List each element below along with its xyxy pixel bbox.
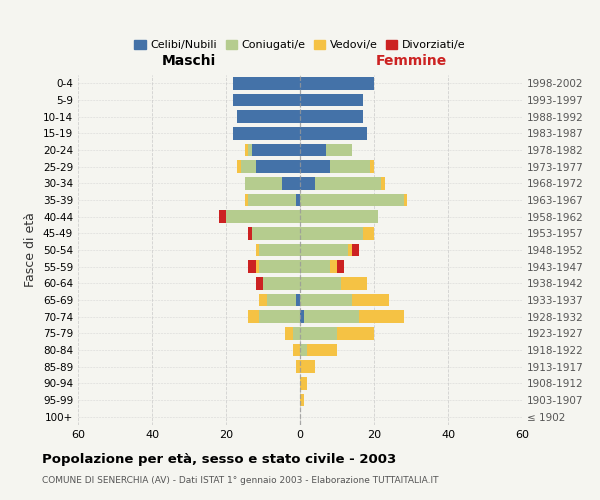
Bar [337, 327, 374, 340]
Bar [233, 94, 300, 106]
Bar [300, 160, 329, 173]
Bar [337, 260, 344, 273]
Bar [300, 327, 337, 340]
Bar [248, 260, 256, 273]
Bar [329, 160, 370, 173]
Bar [300, 360, 315, 373]
Bar [241, 160, 256, 173]
Bar [245, 177, 281, 190]
Bar [329, 260, 337, 273]
Bar [259, 260, 300, 273]
Bar [300, 127, 367, 140]
Bar [352, 294, 389, 306]
Bar [263, 277, 300, 289]
Bar [226, 210, 300, 223]
Bar [300, 344, 307, 356]
Bar [300, 294, 352, 306]
Bar [252, 227, 300, 239]
Bar [300, 194, 404, 206]
Bar [300, 244, 348, 256]
Bar [300, 394, 304, 406]
Bar [252, 144, 300, 156]
Bar [237, 110, 300, 123]
Bar [296, 194, 300, 206]
Bar [256, 260, 259, 273]
Bar [296, 294, 300, 306]
Legend: Celibi/Nubili, Coniugati/e, Vedovi/e, Divorziati/e: Celibi/Nubili, Coniugati/e, Vedovi/e, Di… [130, 35, 470, 54]
Bar [259, 294, 266, 306]
Bar [300, 144, 326, 156]
Text: Popolazione per età, sesso e stato civile - 2003: Popolazione per età, sesso e stato civil… [42, 452, 396, 466]
Bar [300, 310, 304, 323]
Bar [370, 160, 374, 173]
Bar [256, 160, 300, 173]
Bar [248, 194, 296, 206]
Bar [352, 244, 359, 256]
Bar [218, 210, 226, 223]
Bar [300, 227, 363, 239]
Bar [359, 310, 404, 323]
Y-axis label: Fasce di età: Fasce di età [25, 212, 37, 288]
Bar [266, 294, 296, 306]
Bar [348, 244, 352, 256]
Bar [259, 244, 300, 256]
Bar [307, 344, 337, 356]
Bar [245, 144, 248, 156]
Bar [285, 327, 293, 340]
Bar [293, 327, 300, 340]
Bar [300, 77, 374, 90]
Bar [363, 227, 374, 239]
Bar [304, 310, 359, 323]
Text: COMUNE DI SENERCHIA (AV) - Dati ISTAT 1° gennaio 2003 - Elaborazione TUTTAITALIA: COMUNE DI SENERCHIA (AV) - Dati ISTAT 1°… [42, 476, 439, 485]
Bar [300, 94, 363, 106]
Bar [233, 127, 300, 140]
Bar [300, 177, 315, 190]
Bar [296, 360, 300, 373]
Bar [404, 194, 407, 206]
Bar [281, 177, 300, 190]
Bar [233, 77, 300, 90]
Bar [248, 227, 252, 239]
Bar [315, 177, 382, 190]
Bar [300, 110, 363, 123]
Text: Femmine: Femmine [376, 54, 446, 68]
Bar [256, 244, 259, 256]
Bar [326, 144, 352, 156]
Bar [256, 277, 263, 289]
Bar [248, 144, 252, 156]
Bar [293, 344, 300, 356]
Bar [245, 194, 248, 206]
Bar [300, 277, 341, 289]
Bar [382, 177, 385, 190]
Bar [248, 310, 259, 323]
Bar [300, 210, 378, 223]
Bar [341, 277, 367, 289]
Bar [259, 310, 300, 323]
Text: Maschi: Maschi [162, 54, 216, 68]
Bar [300, 377, 307, 390]
Bar [300, 260, 329, 273]
Bar [237, 160, 241, 173]
